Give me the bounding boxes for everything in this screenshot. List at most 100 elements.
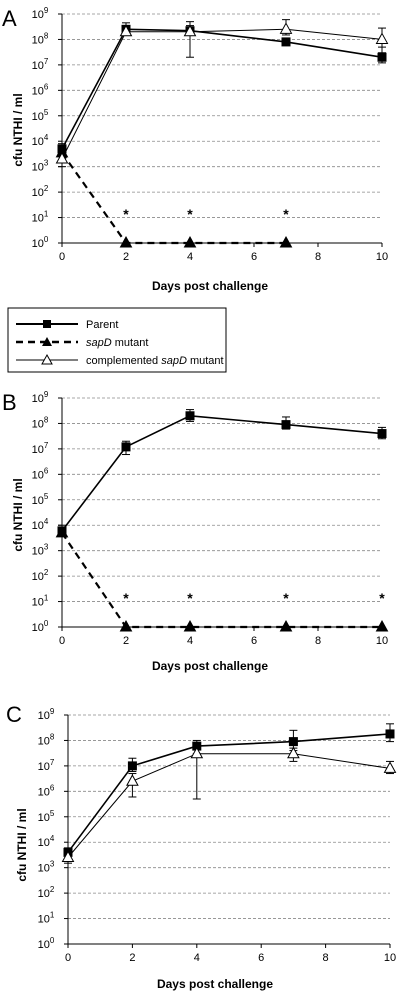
data-point-sapd xyxy=(375,619,389,632)
x-tick-label: 10 xyxy=(376,251,388,263)
y-tick-base: 10 xyxy=(32,187,44,199)
data-point-sapd xyxy=(55,525,69,538)
y-tick-base: 10 xyxy=(32,495,44,507)
significance-asterisk: * xyxy=(283,590,289,606)
legend-label-comp-italic: sapD xyxy=(161,355,187,367)
y-tick-exponent: 6 xyxy=(44,466,49,475)
significance-asterisk: * xyxy=(123,590,129,606)
data-point-parent xyxy=(377,429,387,439)
data-point-comp xyxy=(126,774,139,786)
y-tick-base: 10 xyxy=(32,213,44,225)
y-tick-base: 10 xyxy=(32,571,44,583)
y-tick-base: 10 xyxy=(32,520,44,532)
legend-marker-comp xyxy=(41,353,53,365)
y-tick-exponent: 7 xyxy=(44,57,49,66)
x-tick-label: 8 xyxy=(323,952,329,964)
legend-marker-parent xyxy=(43,320,51,328)
legend-marker-sapd xyxy=(42,337,52,346)
significance-asterisk: * xyxy=(187,590,193,606)
x-tick-label: 4 xyxy=(194,952,200,964)
y-tick-exponent: 0 xyxy=(44,619,49,628)
y-tick-base: 10 xyxy=(38,863,50,875)
y-tick-label: 104 xyxy=(32,517,49,532)
y-tick-label: 103 xyxy=(32,543,49,558)
y-tick-base: 10 xyxy=(38,939,50,951)
significance-asterisk: * xyxy=(379,590,385,606)
y-tick-exponent: 4 xyxy=(44,133,49,142)
y-tick-label: 109 xyxy=(38,707,55,722)
y-tick-base: 10 xyxy=(32,393,44,405)
y-tick-exponent: 5 xyxy=(44,108,49,117)
x-tick-label: 2 xyxy=(123,635,129,647)
data-point-sapd xyxy=(183,619,197,632)
y-tick-exponent: 5 xyxy=(50,809,55,818)
y-tick-label: 100 xyxy=(32,619,49,634)
x-tick-label: 0 xyxy=(65,952,71,964)
legend-label-sapd-italic: sapD xyxy=(86,337,112,349)
data-point-sapd xyxy=(119,619,133,632)
data-point-comp xyxy=(287,746,300,759)
y-tick-label: 102 xyxy=(38,885,55,900)
x-tick-label: 10 xyxy=(376,635,388,647)
y-tick-exponent: 5 xyxy=(44,492,49,501)
data-point-comp xyxy=(183,24,197,37)
data-point-comp xyxy=(375,32,389,44)
y-tick-base: 10 xyxy=(32,444,44,456)
panel-a: A cfu NTHI / ml Days post challenge 1001… xyxy=(2,6,389,293)
data-point-sapd xyxy=(279,235,293,248)
x-tick-label: 0 xyxy=(59,251,65,263)
y-tick-label: 105 xyxy=(32,108,49,123)
y-tick-exponent: 7 xyxy=(50,758,55,767)
y-tick-base: 10 xyxy=(32,9,44,21)
panel-c: C cfu NTHI / ml Days post challenge 1001… xyxy=(6,702,397,991)
legend-label-comp-rest: mutant xyxy=(187,355,224,367)
y-tick-label: 108 xyxy=(38,732,55,747)
y-tick-exponent: 1 xyxy=(44,210,49,219)
y-tick-label: 104 xyxy=(32,133,49,148)
x-tick-label: 8 xyxy=(315,251,321,263)
y-tick-exponent: 9 xyxy=(50,707,55,716)
y-tick-exponent: 1 xyxy=(50,911,55,920)
y-tick-label: 102 xyxy=(32,568,49,583)
data-point-parent xyxy=(127,761,137,771)
y-axis-title: cfu NTHI / ml xyxy=(15,808,29,881)
y-tick-base: 10 xyxy=(32,162,44,174)
legend-entry-sapd: sapD mutant xyxy=(16,337,148,349)
y-tick-base: 10 xyxy=(32,469,44,481)
data-point-comp xyxy=(279,22,293,34)
y-tick-label: 101 xyxy=(38,911,55,926)
legend-label-sapd-rest: mutant xyxy=(112,337,149,349)
y-tick-base: 10 xyxy=(32,136,44,148)
x-tick-label: 6 xyxy=(251,251,257,263)
y-tick-base: 10 xyxy=(38,812,50,824)
y-tick-label: 106 xyxy=(32,82,49,97)
legend-entry-parent: Parent xyxy=(16,319,118,331)
x-tick-label: 2 xyxy=(123,251,129,263)
legend: Parent sapD mutant complemented sapD mut… xyxy=(7,307,227,373)
y-tick-label: 109 xyxy=(32,390,49,405)
y-tick-label: 100 xyxy=(38,936,55,951)
y-tick-exponent: 0 xyxy=(50,936,55,945)
y-tick-base: 10 xyxy=(32,34,44,46)
y-tick-label: 108 xyxy=(32,415,49,430)
y-tick-base: 10 xyxy=(38,914,50,926)
y-tick-exponent: 6 xyxy=(50,783,55,792)
y-tick-label: 100 xyxy=(32,235,49,250)
y-tick-label: 107 xyxy=(32,441,49,456)
series-line-parent xyxy=(67,733,391,853)
y-tick-base: 10 xyxy=(32,111,44,123)
y-tick-exponent: 2 xyxy=(44,568,49,577)
data-point-parent xyxy=(377,52,387,62)
y-tick-label: 107 xyxy=(38,758,55,773)
y-tick-exponent: 8 xyxy=(44,415,49,424)
y-tick-base: 10 xyxy=(38,786,50,798)
y-axis-title: cfu NTHI / ml xyxy=(11,478,25,551)
x-axis-title: Days post challenge xyxy=(152,659,268,673)
y-tick-exponent: 2 xyxy=(44,184,49,193)
x-tick-label: 4 xyxy=(187,251,193,263)
data-point-sapd xyxy=(279,619,293,632)
y-tick-label: 105 xyxy=(38,809,55,824)
data-point-parent xyxy=(281,420,291,430)
panel-letter: C xyxy=(6,702,22,727)
